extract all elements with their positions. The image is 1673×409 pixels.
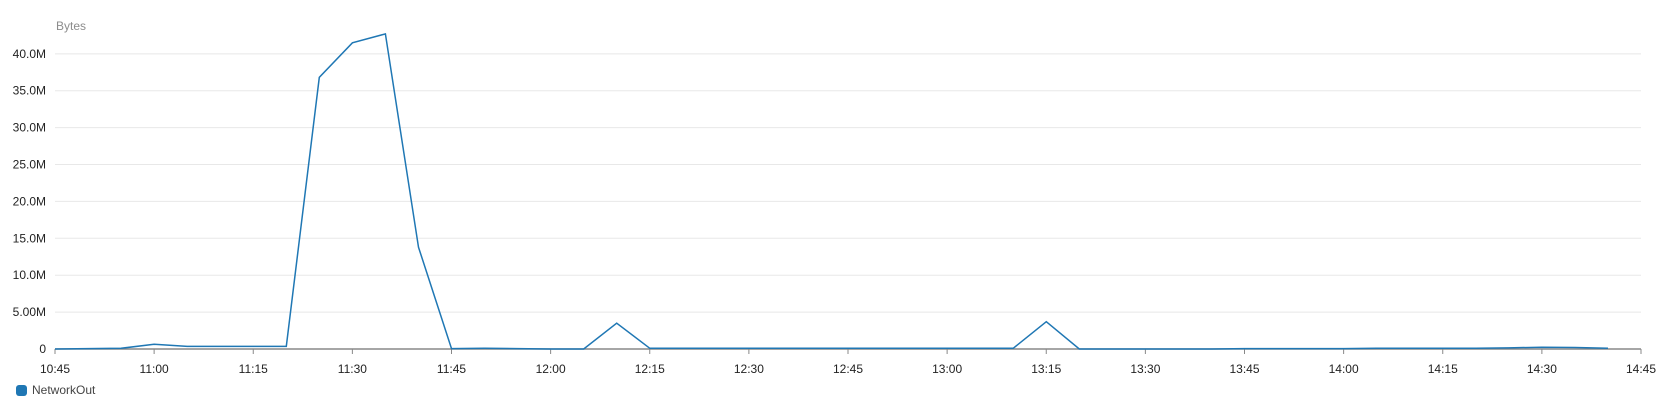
x-tick-label: 12:45	[833, 362, 863, 376]
x-tick-label: 14:00	[1329, 362, 1359, 376]
y-tick-label: 5.00M	[13, 305, 46, 319]
x-tick-label: 11:15	[239, 362, 268, 376]
x-tick-label: 14:45	[1626, 362, 1656, 376]
y-tick-label: 30.0M	[13, 121, 46, 135]
x-tick-label: 13:15	[1031, 362, 1061, 376]
y-tick-labels: 0 5.00M 10.0M 15.0M 20.0M 25.0M 30.0M 35.0M 40.0…	[13, 47, 47, 356]
x-tick-label: 13:00	[932, 362, 962, 376]
x-tick-label: 10:45	[40, 362, 70, 376]
x-tick-label: 12:30	[734, 362, 764, 376]
y-tick-label: 35.0M	[13, 84, 46, 98]
y-tick-label: 0	[39, 342, 46, 356]
x-tick-label: 14:15	[1428, 362, 1458, 376]
legend-swatch-networkout	[16, 385, 27, 396]
grid-lines	[55, 54, 1641, 312]
legend[interactable]: NetworkOut	[16, 383, 95, 397]
x-tick-label: 13:45	[1229, 362, 1259, 376]
x-tick-label: 11:30	[338, 362, 367, 376]
y-tick-label: 40.0M	[13, 47, 46, 61]
x-tick-label: 12:00	[536, 362, 566, 376]
x-tick-label: 11:45	[437, 362, 466, 376]
axes	[55, 349, 1641, 354]
x-tick-label: 13:30	[1130, 362, 1160, 376]
series-lines	[55, 34, 1608, 349]
y-tick-label: 15.0M	[13, 231, 46, 245]
series-line-networkout[interactable]	[55, 34, 1608, 349]
x-tick-label: 11:00	[140, 362, 169, 376]
legend-label-networkout: NetworkOut	[32, 383, 95, 397]
x-tick-labels: 10:45 11:00 11:15 11:30 11:45 12:00 12:15 12:30…	[40, 362, 1656, 376]
y-tick-label: 20.0M	[13, 194, 46, 208]
x-tick-label: 12:15	[635, 362, 665, 376]
y-tick-label: 10.0M	[13, 268, 46, 282]
y-tick-label: 25.0M	[13, 158, 46, 172]
x-tick-label: 14:30	[1527, 362, 1557, 376]
